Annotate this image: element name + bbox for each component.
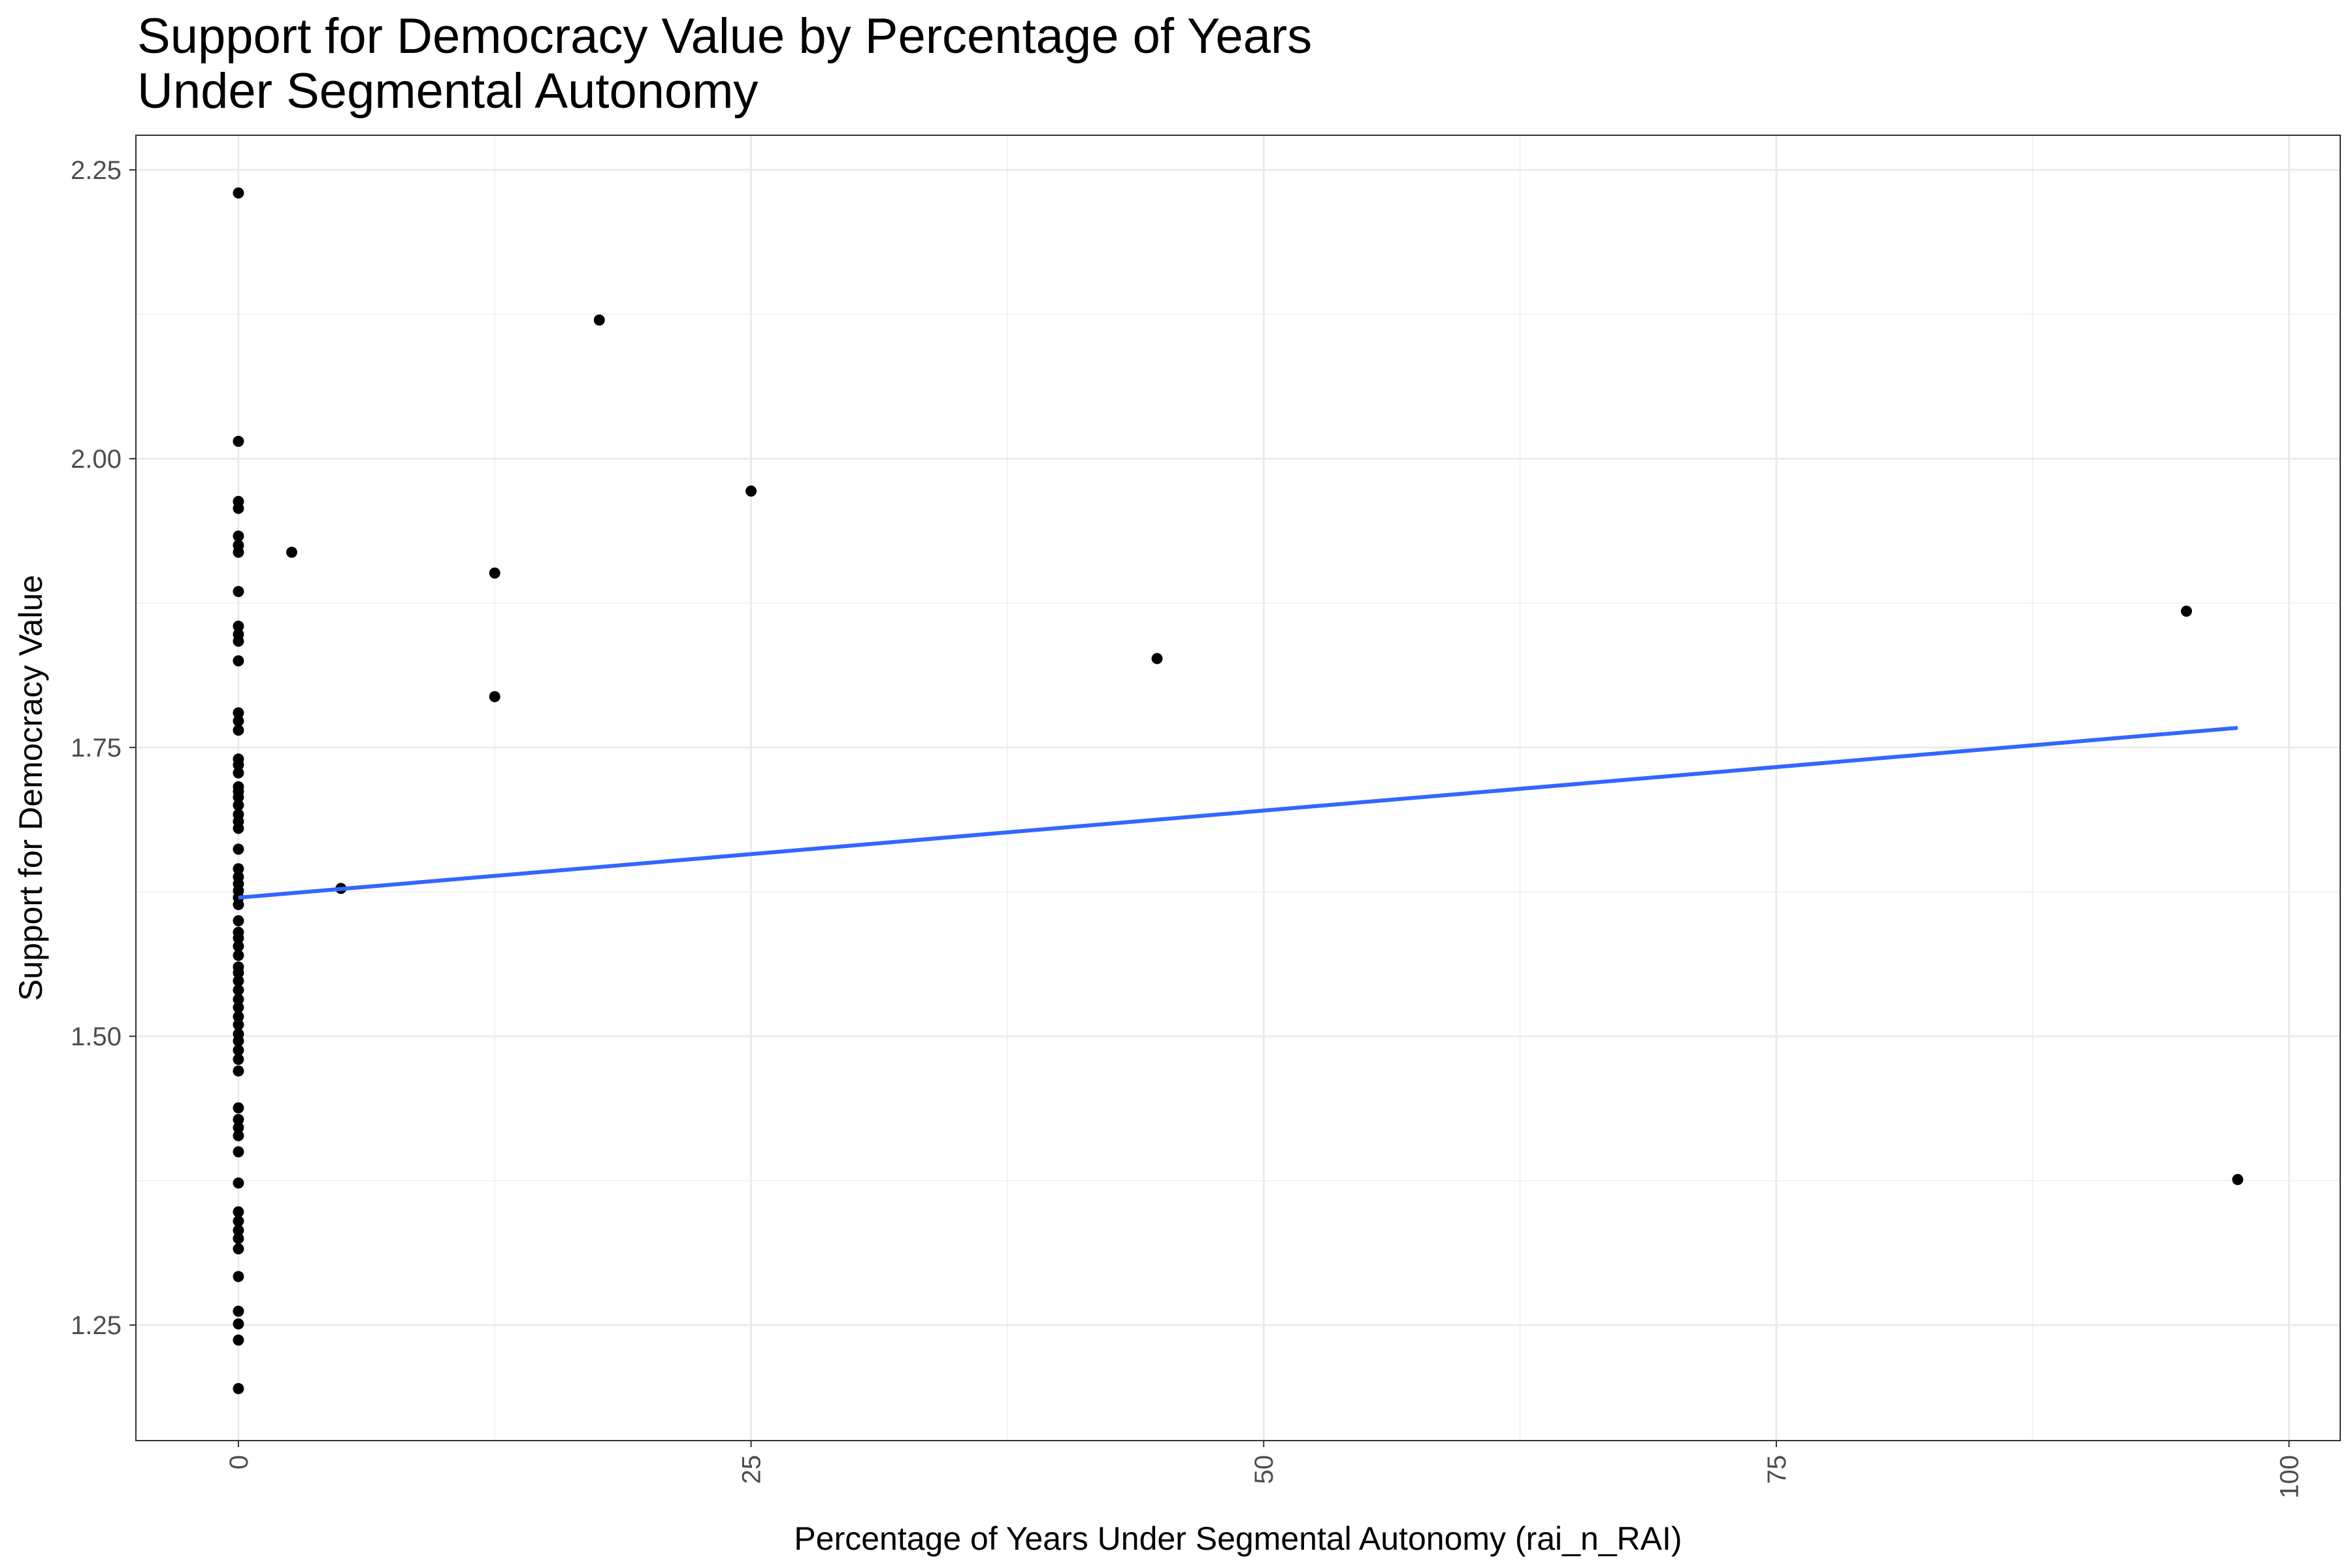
data-point [233, 635, 244, 647]
data-point [233, 1102, 244, 1114]
panel-border [135, 135, 2341, 1441]
x-axis-title: Percentage of Years Under Segmental Auto… [794, 1520, 1682, 1557]
data-point [233, 1271, 244, 1282]
data-point [233, 932, 244, 944]
data-point [233, 531, 244, 542]
data-point [233, 436, 244, 448]
data-point [2181, 605, 2193, 617]
data-point [233, 620, 244, 632]
data-point [233, 1224, 244, 1236]
data-point [233, 863, 244, 875]
y-axis-title: Support for Democracy Value [12, 575, 49, 1001]
x-tick-label: 50 [1250, 1455, 1279, 1484]
y-axis-ticks: 1.25 1.50 1.75 2.00 2.25 [71, 156, 136, 1340]
data-point [233, 984, 244, 996]
minor-gridlines [136, 135, 2340, 1441]
data-point [233, 1019, 244, 1030]
fit-line [238, 726, 2238, 900]
x-tick-label: 25 [738, 1455, 766, 1484]
data-point [233, 1382, 244, 1394]
data-point [593, 314, 605, 326]
data-point [1151, 653, 1163, 664]
major-gridlines [136, 135, 2340, 1441]
x-tick-label: 0 [225, 1455, 253, 1469]
data-point [233, 940, 244, 952]
data-point [233, 1146, 244, 1158]
data-point [233, 1233, 244, 1245]
data-point [233, 1305, 244, 1317]
trend-line [238, 726, 2238, 900]
data-point [233, 759, 244, 771]
data-point [233, 1215, 244, 1227]
data-point [233, 994, 244, 1005]
data-point [233, 1044, 244, 1056]
data-point [233, 1122, 244, 1134]
y-tick-label: 1.50 [71, 1022, 122, 1051]
data-point [233, 975, 244, 987]
data-point [233, 1206, 244, 1218]
data-point [489, 567, 500, 579]
chart-title-line-2: Under Segmental Autonomy [137, 63, 759, 119]
y-tick-label: 2.00 [71, 445, 122, 474]
data-point [233, 1243, 244, 1254]
data-point [286, 546, 298, 558]
data-point [233, 655, 244, 667]
x-tick-label: 100 [2276, 1455, 2304, 1499]
data-point [233, 1035, 244, 1047]
data-point [233, 791, 244, 803]
data-points [233, 187, 2244, 1394]
data-point [233, 843, 244, 855]
data-point [233, 967, 244, 979]
data-point [233, 915, 244, 926]
data-point [233, 1113, 244, 1125]
data-point [745, 485, 757, 497]
data-point [233, 1318, 244, 1330]
data-point [233, 502, 244, 514]
data-point [233, 707, 244, 719]
y-tick-label: 1.75 [71, 734, 122, 762]
data-point [233, 823, 244, 834]
x-tick-label: 75 [1763, 1455, 1791, 1484]
data-point [233, 1002, 244, 1013]
data-point [233, 949, 244, 961]
data-point [233, 546, 244, 558]
data-point [233, 1130, 244, 1141]
data-point [233, 1011, 244, 1022]
data-point [233, 899, 244, 911]
data-point [233, 725, 244, 736]
y-tick-label: 2.25 [71, 156, 122, 185]
data-point [233, 187, 244, 199]
data-point [2232, 1173, 2244, 1185]
x-axis-ticks: 0 25 50 75 100 [225, 1441, 2304, 1499]
data-point [233, 800, 244, 811]
data-point [233, 1065, 244, 1077]
data-point [233, 767, 244, 779]
data-point [233, 1334, 244, 1346]
data-point [233, 1177, 244, 1189]
data-point [233, 1054, 244, 1066]
data-point [489, 691, 500, 702]
data-point [233, 715, 244, 727]
y-tick-label: 1.25 [71, 1311, 122, 1340]
chart-title-line-1: Support for Democracy Value by Percentag… [137, 8, 1313, 64]
data-point [233, 585, 244, 597]
